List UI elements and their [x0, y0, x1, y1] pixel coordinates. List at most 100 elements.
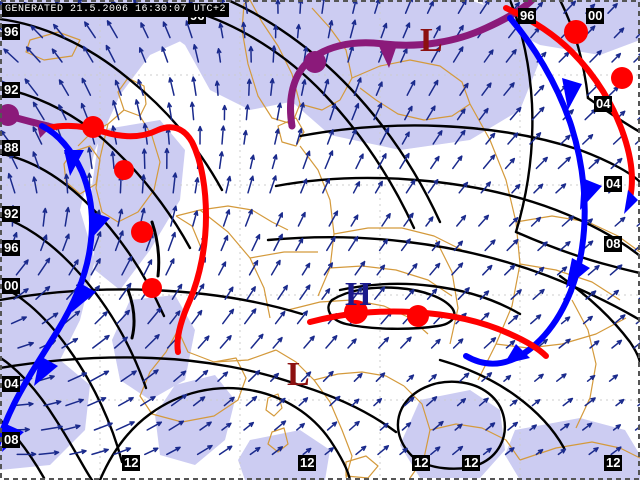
wind-arrow	[353, 372, 363, 382]
wind-arrow	[296, 127, 303, 145]
wind-arrow	[354, 260, 366, 276]
wind-arrow	[52, 23, 66, 39]
wind-arrow	[376, 264, 386, 276]
isobar-label: 88	[2, 140, 21, 156]
wind-arrow	[68, 259, 79, 276]
wind-arrow	[164, 147, 170, 170]
wind-arrow	[560, 316, 571, 325]
wind-arrow	[37, 257, 51, 276]
wind-arrow	[140, 22, 149, 39]
wind-arrow	[225, 175, 232, 194]
wind-arrow	[531, 399, 541, 407]
wind-arrow	[407, 263, 418, 276]
wind-arrow	[428, 373, 437, 382]
isobar-label: 96	[2, 24, 21, 40]
wind-arrow	[216, 48, 222, 63]
wind-arrow	[558, 51, 570, 63]
wind-arrow	[530, 314, 542, 325]
wind-arrow	[40, 424, 63, 431]
wind-arrow	[454, 129, 466, 145]
wind-arrow	[610, 446, 622, 456]
wind-arrow	[246, 286, 256, 300]
wind-arrow	[194, 177, 200, 194]
wind-arrow	[248, 45, 254, 63]
wind-arrow	[427, 179, 439, 194]
wind-arrow	[301, 262, 311, 276]
wind-arrow	[607, 289, 620, 300]
isobar-label: 92	[2, 206, 21, 222]
wind-arrow	[64, 206, 71, 227]
wind-arrow	[117, 208, 124, 227]
wind-arrow	[456, 108, 466, 121]
wind-arrow	[300, 178, 308, 194]
wind-arrow	[300, 79, 307, 96]
front-occluded-baltic	[287, 0, 536, 130]
wind-arrow	[274, 420, 287, 431]
wind-arrow	[165, 258, 175, 276]
wind-arrow	[373, 398, 383, 407]
wind-arrow	[478, 107, 489, 121]
wind-arrow	[431, 240, 441, 252]
wind-arrow	[635, 319, 640, 325]
wind-arrow	[614, 216, 626, 227]
wind-arrow	[482, 447, 492, 456]
wind-arrow	[15, 259, 29, 276]
wind-arrow	[611, 339, 623, 349]
wind-arrow	[426, 396, 438, 407]
wind-arrow	[458, 181, 469, 194]
wind-arrow	[217, 371, 229, 382]
wind-arrow	[58, 79, 70, 96]
wind-arrow	[611, 52, 622, 63]
wind-arrow	[42, 207, 48, 227]
wind-arrow	[374, 286, 386, 300]
wind-arrow	[51, 48, 63, 63]
wind-arrow	[351, 398, 360, 407]
wind-arrow	[269, 175, 277, 194]
wind-arrow	[222, 209, 231, 227]
wind-arrow	[247, 175, 255, 194]
wind-arrow	[456, 398, 467, 407]
wind-arrow	[609, 264, 623, 276]
wind-arrow	[298, 397, 309, 407]
wind-arrow	[348, 235, 359, 252]
wind-arrow	[378, 238, 389, 252]
wind-arrow	[167, 102, 173, 121]
wind-arrow	[535, 448, 544, 456]
wind-arrow	[481, 82, 492, 96]
wind-arrow	[456, 214, 467, 227]
wind-arrow	[162, 21, 171, 39]
isobar-label: 12	[412, 455, 431, 471]
wind-arrow	[166, 446, 181, 456]
wind-arrow	[557, 156, 571, 170]
wind-arrow	[218, 22, 224, 39]
wind-arrow	[531, 106, 545, 121]
wind-arrow	[454, 423, 463, 431]
wind-arrow	[167, 231, 176, 252]
wind-arrow	[432, 420, 444, 431]
wind-arrow	[325, 335, 338, 349]
wind-arrow	[168, 420, 185, 431]
wind-arrow	[377, 153, 387, 170]
wind-arrow	[3, 48, 19, 63]
wind-arrow	[275, 212, 283, 227]
wind-arrow	[559, 241, 571, 252]
isobar-label: 92	[2, 82, 21, 98]
isobar-label: 00	[2, 278, 21, 294]
wind-arrow	[249, 154, 255, 170]
wind-arrow	[351, 102, 360, 121]
wind-arrow	[508, 314, 519, 325]
generated-timestamp: GENERATED 21.5.2006 16:30:07 UTC+2	[2, 3, 230, 17]
wind-arrow	[612, 424, 622, 431]
wind-arrow	[509, 106, 522, 121]
wind-arrow	[16, 451, 37, 457]
wind-arrow	[322, 178, 330, 194]
wind-arrow	[218, 151, 224, 170]
isobar-label: 12	[122, 455, 141, 471]
wind-arrow	[428, 79, 439, 96]
wind-arrow	[7, 172, 16, 194]
wind-arrow	[582, 422, 593, 431]
wind-arrow	[401, 131, 410, 145]
wind-arrow	[274, 310, 286, 325]
wind-arrow	[636, 222, 640, 227]
wind-arrow	[381, 213, 391, 227]
